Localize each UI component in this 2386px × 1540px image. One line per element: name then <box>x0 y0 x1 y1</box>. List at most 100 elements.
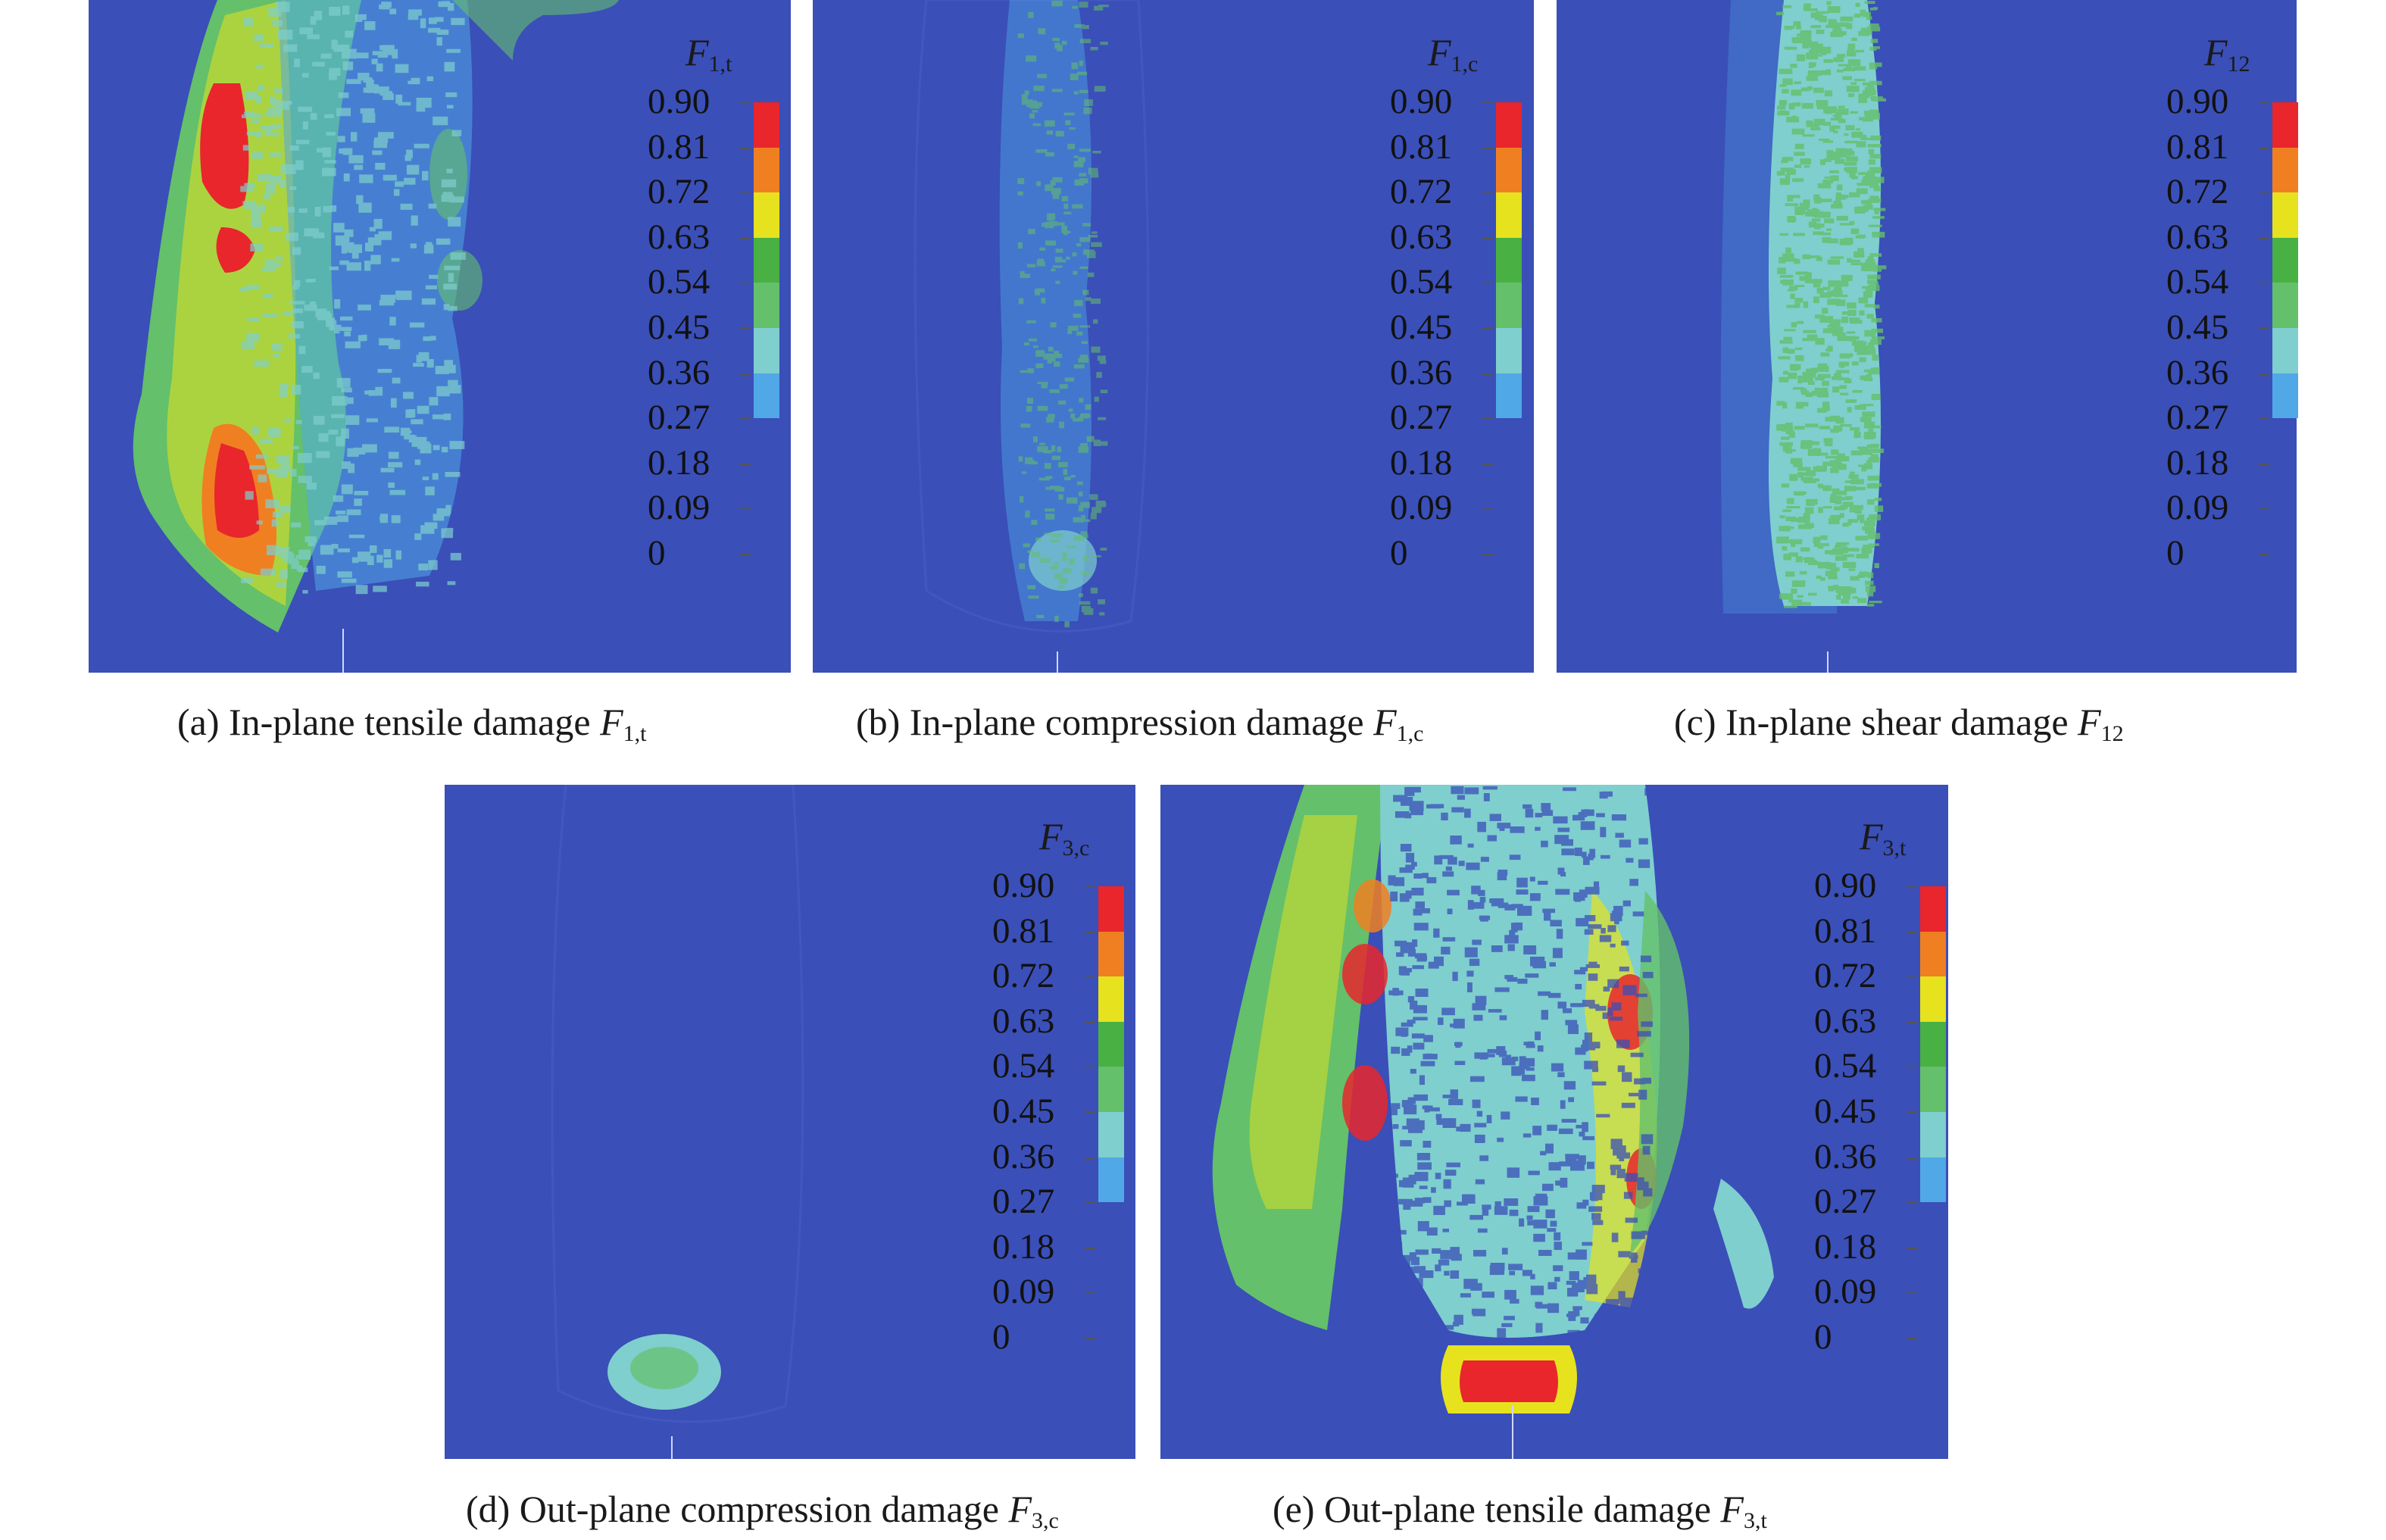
colorbar-tick-label: 0.72 <box>1390 172 1453 212</box>
colorbar-tick-label: 0 <box>2166 533 2185 573</box>
colorbar-segment <box>1098 1067 1124 1112</box>
legend-title-d: F3,c <box>1039 814 1089 861</box>
colorbar-tick-label: 0.90 <box>648 82 710 121</box>
colorbar-tick-label: 0.45 <box>2166 308 2229 347</box>
colorbar-tick-label: 0.90 <box>2166 82 2229 121</box>
colorbar-tick-mark <box>1085 1157 1095 1159</box>
colorbar-tick-mark <box>2259 328 2269 330</box>
colorbar-tick-label: 0.54 <box>1390 262 1453 302</box>
colorbar-segment <box>1920 931 1946 977</box>
colorbar-tick-label: 0.18 <box>2166 442 2229 483</box>
colorbar-tick-label: 0.72 <box>1814 956 1877 996</box>
colorbar-tick-label: 0.27 <box>2166 398 2229 438</box>
colorbar-segment <box>754 237 779 283</box>
colorbar-segment <box>754 283 779 328</box>
colorbar-tick-label: 0 <box>1814 1317 1832 1357</box>
colorbar-tick-label: 0.63 <box>1390 217 1453 257</box>
colorbar-c <box>2272 102 2298 419</box>
colorbar-tick-mark <box>2259 192 2269 195</box>
colorbar-tick-mark <box>740 147 751 149</box>
legend-title-a: F1,t <box>686 30 732 77</box>
contour-plot-b <box>813 0 1534 673</box>
colorbar-tick-label: 0.81 <box>1390 127 1453 167</box>
colorbar-tick-mark <box>1907 1021 1917 1023</box>
colorbar-tick-label: 0.36 <box>1390 352 1453 392</box>
colorbar-tick-mark <box>1482 463 1493 465</box>
colorbar-tick-label: 0.18 <box>1814 1226 1877 1267</box>
colorbar-segment <box>2272 102 2298 148</box>
colorbar-segment <box>2272 237 2298 283</box>
colorbar-tick-mark <box>740 418 751 420</box>
colorbar-tick-label: 0.36 <box>2166 352 2229 392</box>
colorbar-a <box>754 102 779 419</box>
colorbar-tick-mark <box>1907 1112 1917 1114</box>
caption-c: (c) In-plane shear damage F12 <box>1674 701 2124 746</box>
colorbar-tick-mark <box>1907 1247 1917 1249</box>
colorbar-segment <box>1920 886 1946 932</box>
damage-field-e <box>1212 785 1774 1459</box>
legend-subscript: 3,t <box>1882 836 1907 861</box>
colorbar-tick-mark <box>1907 976 1917 979</box>
colorbar-tick-label: 0.81 <box>992 911 1055 951</box>
colorbar-tick-mark <box>1085 1247 1095 1249</box>
colorbar-tick-mark <box>2259 508 2269 511</box>
colorbar-tick-mark <box>1085 931 1095 933</box>
damage-field-b <box>913 0 1150 673</box>
legend-subscript: 1,c <box>1451 52 1479 77</box>
colorbar-tick-mark <box>740 463 751 465</box>
colorbar-segment <box>1920 1157 1946 1203</box>
colorbar-tick-mark <box>1907 886 1917 888</box>
colorbar-tick-label: 0.63 <box>1814 1001 1877 1041</box>
colorbar-tick-mark <box>1085 886 1095 888</box>
colorbar-tick-mark <box>1482 418 1493 420</box>
damage-field-c <box>1720 0 1887 673</box>
colorbar-tick-mark <box>1907 1292 1917 1295</box>
colorbar-tick-label: 0.45 <box>1390 308 1453 347</box>
colorbar-segment <box>2272 283 2298 328</box>
colorbar-segment <box>1920 1111 1946 1157</box>
colorbar-tick-label: 0.36 <box>648 352 710 392</box>
colorbar-tick-mark <box>740 328 751 330</box>
colorbar-segment <box>754 373 779 419</box>
colorbar-tick-mark <box>1482 102 1493 104</box>
colorbar-tick-label: 0.18 <box>648 442 710 483</box>
colorbar-segment <box>2272 147 2298 193</box>
colorbar-segment <box>1496 147 1522 193</box>
colorbar-tick-label: 0.72 <box>992 956 1055 996</box>
colorbar-tick-mark <box>2259 463 2269 465</box>
colorbar-tick-mark <box>2259 418 2269 420</box>
legend-symbol: F <box>2204 31 2228 73</box>
colorbar-tick-label: 0.54 <box>648 262 710 302</box>
colorbar-tick-label: 0.81 <box>2166 127 2229 167</box>
caption-d: (d) Out-plane compression damage F3,c <box>466 1488 1059 1533</box>
colorbar-tick-label: 0.09 <box>1390 488 1453 528</box>
colorbar-tick-mark <box>2259 102 2269 104</box>
colorbar-segment <box>1496 237 1522 283</box>
damage-field-d <box>551 785 804 1459</box>
colorbar-segment <box>754 102 779 148</box>
colorbar-tick-mark <box>740 373 751 375</box>
colorbar-tick-mark <box>1482 237 1493 239</box>
colorbar-tick-label: 0.90 <box>992 866 1055 905</box>
colorbar-tick-label: 0.09 <box>1814 1272 1877 1312</box>
colorbar-segment <box>1098 931 1124 977</box>
damage-field-a <box>133 0 619 673</box>
colorbar-tick-mark <box>1907 931 1917 933</box>
colorbar-segment <box>1098 886 1124 932</box>
colorbar-segment <box>1496 283 1522 328</box>
colorbar-tick-label: 0.45 <box>992 1092 1055 1131</box>
colorbar-tick-label: 0.81 <box>648 127 710 167</box>
colorbar-segment <box>1098 1021 1124 1067</box>
colorbar-segment <box>754 327 779 373</box>
colorbar-segment <box>1496 373 1522 419</box>
legend-symbol: F <box>686 31 709 73</box>
colorbar-tick-label: 0.09 <box>2166 488 2229 528</box>
colorbar-segment <box>1496 192 1522 238</box>
colorbar-tick-label: 0.18 <box>992 1226 1055 1267</box>
colorbar-tick-label: 0.36 <box>1814 1136 1877 1176</box>
colorbar-segment <box>754 192 779 238</box>
colorbar-segment <box>1496 327 1522 373</box>
colorbar-segment <box>1098 976 1124 1022</box>
colorbar-tick-mark <box>2259 554 2269 555</box>
colorbar-tick-mark <box>740 283 751 285</box>
